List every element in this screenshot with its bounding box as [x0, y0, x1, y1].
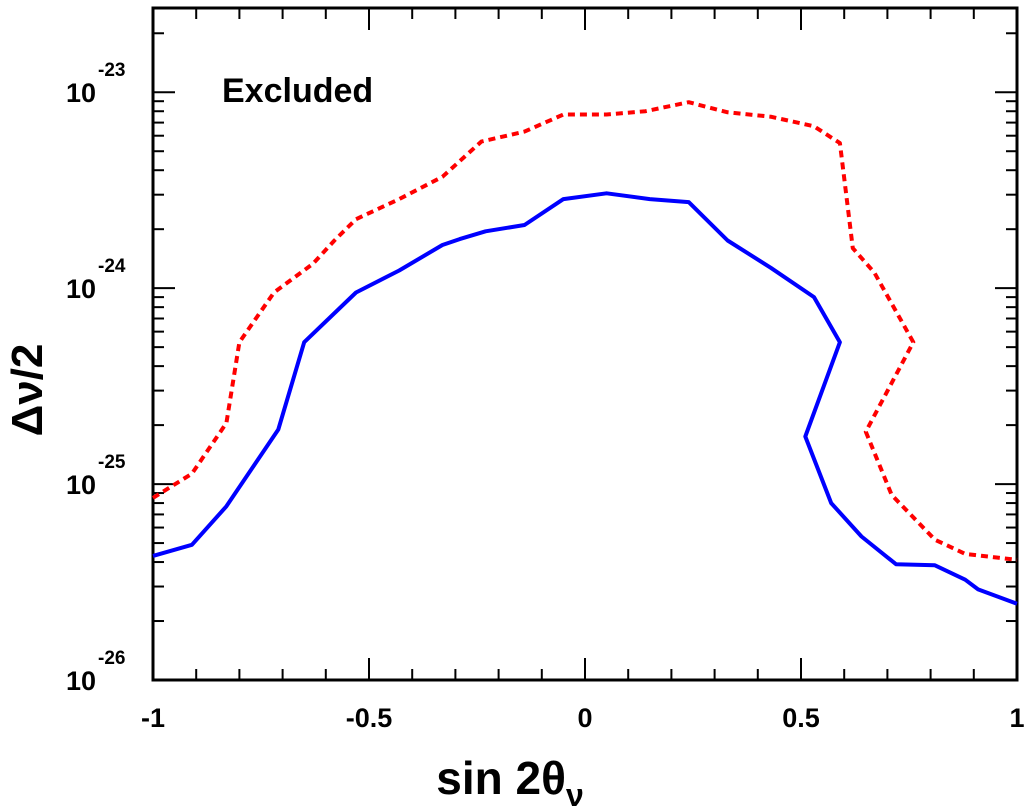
x-tick-label: -1: [141, 703, 165, 733]
x-axis-title: sin 2θν: [436, 752, 584, 812]
x-axis-title-subscript: ν: [566, 777, 584, 812]
x-tick-label: -0.5: [346, 703, 393, 733]
y-tick-exponent: -23: [98, 60, 125, 81]
y-tick-exponent: -25: [98, 452, 126, 473]
x-tick-label: 0.5: [782, 703, 820, 733]
series-line-dotted: [153, 102, 1017, 560]
y-tick-label: 10: [66, 470, 96, 500]
y-tick-exponent: -26: [98, 648, 125, 669]
y-tick-exponent: -24: [98, 256, 126, 277]
excluded-annotation: Excluded: [222, 72, 373, 110]
y-axis-title: Δν/2: [3, 344, 52, 437]
y-tick-label: 10: [66, 78, 96, 108]
series-layer: [153, 102, 1017, 604]
y-tick-label: 10: [66, 666, 96, 696]
x-tick-label: 0: [577, 703, 592, 733]
x-tick-label: 1: [1009, 703, 1024, 733]
series-line-solid: [153, 193, 1017, 604]
y-tick-label: 10: [66, 274, 96, 304]
